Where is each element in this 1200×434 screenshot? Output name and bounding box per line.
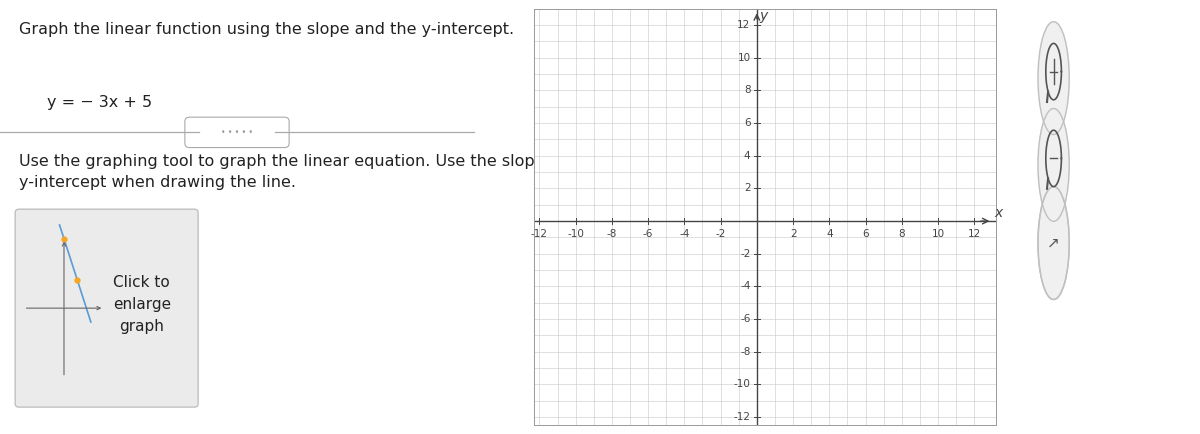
- Text: 8: 8: [899, 229, 905, 239]
- FancyBboxPatch shape: [16, 209, 198, 407]
- Text: Click to
enlarge
graph: Click to enlarge graph: [113, 275, 170, 334]
- Text: x: x: [994, 206, 1002, 220]
- Text: -6: -6: [740, 314, 750, 324]
- Circle shape: [1038, 22, 1069, 135]
- Text: -8: -8: [740, 347, 750, 357]
- Text: -12: -12: [530, 229, 548, 239]
- Text: Graph the linear function using the slope and the y-intercept.: Graph the linear function using the slop…: [19, 22, 514, 37]
- Text: 2: 2: [790, 229, 797, 239]
- Text: 2: 2: [744, 184, 750, 194]
- Text: ↗: ↗: [1048, 236, 1060, 250]
- Text: 10: 10: [737, 53, 750, 62]
- Text: 4: 4: [744, 151, 750, 161]
- Text: 6: 6: [744, 118, 750, 128]
- Circle shape: [1038, 108, 1069, 221]
- Circle shape: [1038, 187, 1069, 299]
- Circle shape: [1038, 187, 1069, 299]
- Text: -10: -10: [568, 229, 584, 239]
- Text: -2: -2: [740, 249, 750, 259]
- Text: 12: 12: [967, 229, 980, 239]
- FancyBboxPatch shape: [185, 117, 289, 148]
- Text: Use the graphing tool to graph the linear equation. Use the slope and the
y-inte: Use the graphing tool to graph the linea…: [19, 154, 612, 190]
- Text: -2: -2: [715, 229, 726, 239]
- Text: -8: -8: [607, 229, 617, 239]
- Text: 12: 12: [737, 20, 750, 30]
- Text: 8: 8: [744, 85, 750, 95]
- Text: 4: 4: [826, 229, 833, 239]
- Text: -4: -4: [679, 229, 690, 239]
- Text: 10: 10: [931, 229, 944, 239]
- Text: -4: -4: [740, 281, 750, 292]
- Text: -6: -6: [643, 229, 653, 239]
- Text: y: y: [760, 9, 767, 23]
- Text: -10: -10: [733, 379, 750, 389]
- Text: y = − 3x + 5: y = − 3x + 5: [48, 95, 152, 111]
- Text: 6: 6: [863, 229, 869, 239]
- Text: • • • • •: • • • • •: [221, 128, 253, 137]
- Text: -12: -12: [733, 412, 750, 422]
